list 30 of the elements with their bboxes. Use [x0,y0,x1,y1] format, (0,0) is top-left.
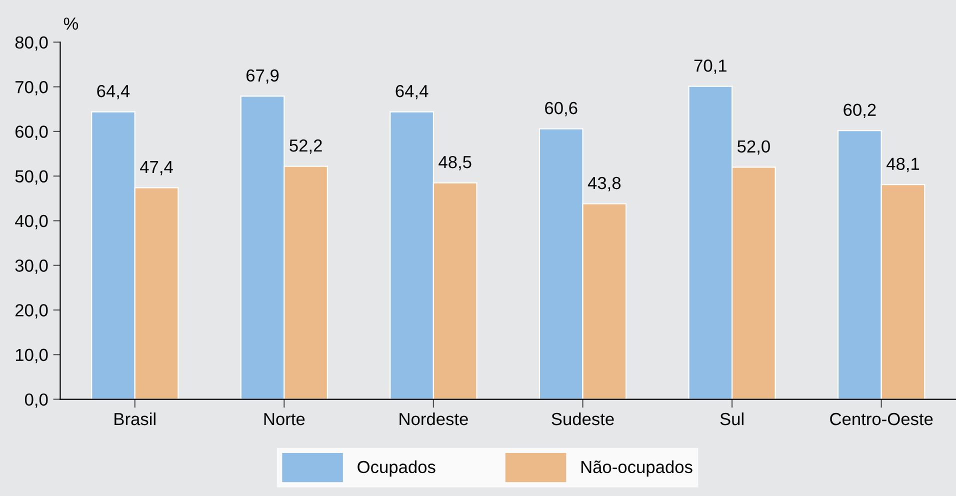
data-label: 48,5 [438,156,472,170]
data-label: 48,1 [886,158,920,172]
y-tick-label: 20,0 [16,304,48,319]
y-tick-label: 40,0 [15,214,48,230]
data-label: 60,2 [844,104,876,118]
data-label: 43,8 [588,176,621,192]
y-tick-label: 50,0 [15,170,48,185]
y-tick-label: 30,0 [15,260,48,274]
data-label: 64,4 [97,84,130,100]
data-label: 70,1 [694,60,726,74]
legend-label: Não-ocupados [581,460,692,477]
x-tick-label: Sudeste [552,412,614,426]
data-label: 64,4 [396,84,428,100]
legend-label: Ocupados [358,460,436,477]
data-label: 60,6 [545,102,578,116]
data-label: 52,0 [738,140,770,155]
y-tick-label: 0,0 [24,393,48,408]
y-axis-title: % [64,18,78,30]
data-label: 67,9 [246,69,279,84]
x-tick-label: Norte [264,413,305,426]
y-tick-label: 80,0 [15,36,48,51]
x-tick-label: Sul [720,412,744,426]
x-tick-label: Brasil [114,412,156,426]
data-label: 47,4 [140,161,173,176]
y-tick-label: 60,0 [16,126,48,140]
x-tick-label: Nordeste [400,412,468,426]
x-tick-label: Centro-Oeste [830,412,933,426]
y-tick-label: 10,0 [16,348,48,364]
y-tick-label: 70,0 [16,80,48,96]
data-label: 52,2 [290,139,322,154]
